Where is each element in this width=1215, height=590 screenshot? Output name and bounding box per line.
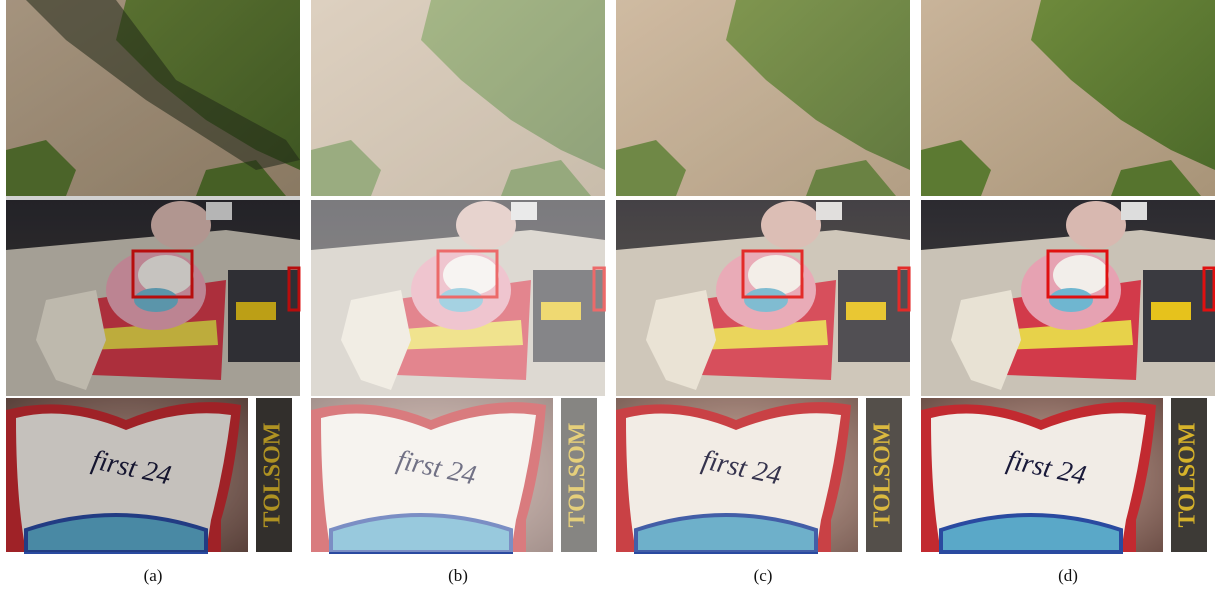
tone-overlay — [6, 398, 248, 552]
panel-column: first 24TOLSOM(b) — [311, 0, 605, 585]
panel-column: first 24TOLSOM(a) — [6, 0, 300, 585]
caption: (a) — [144, 566, 163, 585]
tone-overlay — [6, 0, 300, 396]
tone-overlay — [866, 398, 902, 552]
tone-overlay — [921, 398, 1163, 552]
tone-overlay — [616, 0, 910, 396]
tone-overlay — [311, 0, 605, 396]
tone-overlay — [1171, 398, 1207, 552]
caption: (d) — [1058, 566, 1078, 585]
figure: first 24TOLSOM(a)first 24TOLSOM(b)first … — [0, 0, 1215, 590]
panel-column: first 24TOLSOM(c) — [616, 0, 910, 585]
caption: (b) — [448, 566, 468, 585]
tone-overlay — [256, 398, 292, 552]
tone-overlay — [616, 398, 858, 552]
tone-overlay — [311, 398, 553, 552]
caption: (c) — [754, 566, 773, 585]
tone-overlay — [561, 398, 597, 552]
panel-column: first 24TOLSOM(d) — [921, 0, 1215, 585]
tone-overlay — [921, 0, 1215, 396]
